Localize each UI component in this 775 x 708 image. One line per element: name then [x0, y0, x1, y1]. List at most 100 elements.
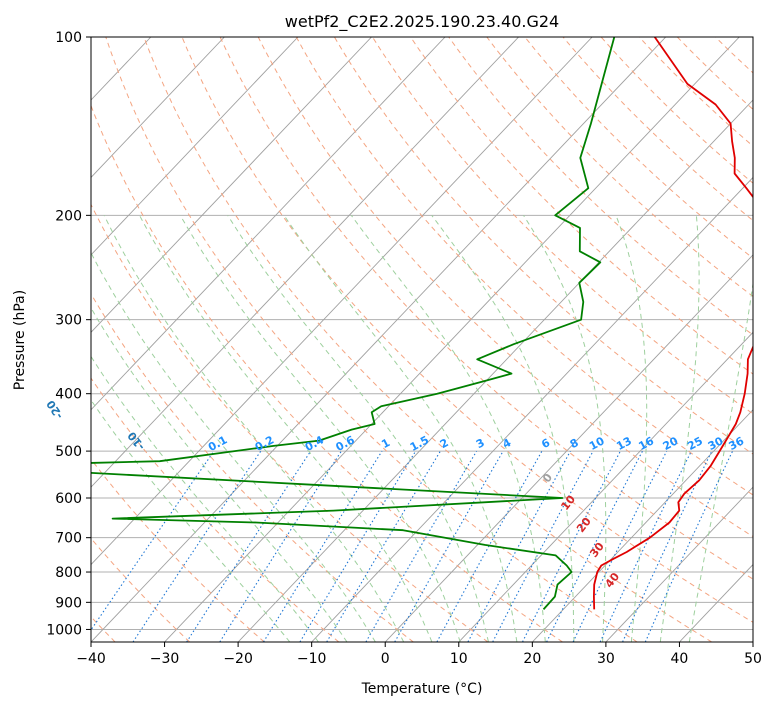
isotherm: [91, 37, 593, 566]
x-tick-label: 30: [597, 651, 615, 667]
reference-line-label: 6: [539, 436, 552, 451]
mixing-ratio-line: [599, 450, 692, 642]
reference-line-label: 30: [587, 540, 607, 560]
moist-adiabat: [350, 215, 546, 642]
dry-adiabat: [715, 37, 753, 74]
y-axis-title: Pressure (hPa): [12, 290, 28, 390]
isotherm: [91, 37, 225, 179]
moist-adiabat: [103, 215, 405, 642]
isotherm: [384, 254, 753, 642]
reference-labels: -100-90-80-70-60-50-40-30-20-10010203040…: [44, 397, 747, 590]
dry-adiabat: [91, 458, 265, 642]
dry-adiabat: [91, 292, 414, 642]
x-tick-label: −40: [76, 651, 106, 667]
dry-adiabat: [91, 537, 191, 642]
reference-line-label: 4: [500, 436, 513, 451]
isotherm: [752, 641, 753, 642]
x-axis-title: Temperature (°C): [361, 681, 483, 697]
y-tick-label: 100: [55, 30, 82, 46]
moist-adiabat: [688, 280, 753, 642]
mixing-ratio-line: [467, 450, 571, 642]
chart-title: wetPf2_C2E2.2025.190.23.40.G24: [285, 12, 559, 32]
mixing-ratio-line: [436, 450, 543, 642]
dry-adiabat: [91, 203, 489, 642]
reference-line-label: 16: [636, 434, 656, 453]
dry-adiabat: [333, 37, 753, 455]
y-tick-label: 200: [55, 208, 82, 224]
y-tick-label: 700: [55, 531, 82, 547]
dry-adiabat: [295, 37, 753, 496]
y-tick-label: 400: [55, 387, 82, 403]
x-tick-label: 50: [744, 651, 762, 667]
dry-adiabat: [105, 37, 638, 642]
isotherm: [91, 37, 372, 333]
x-tick-label: −20: [223, 651, 253, 667]
moist-adiabat: [139, 215, 433, 642]
isotherm: [91, 37, 667, 642]
reference-line-label: 1: [379, 436, 392, 451]
x-tick-label: −10: [297, 651, 327, 667]
mixing-ratio-line: [219, 450, 342, 642]
reference-line-label: 3: [474, 436, 487, 451]
x-tick-label: −30: [150, 651, 180, 667]
y-tick-label: 900: [55, 595, 82, 611]
y-tick-label: 1000: [46, 622, 82, 638]
moist-adiabat: [615, 215, 648, 642]
moist-adiabat: [91, 355, 319, 642]
reference-lines: [91, 37, 775, 642]
reference-line-label: 10: [587, 434, 607, 453]
moist-adiabat: [227, 215, 489, 642]
mixing-ratio-line: [546, 450, 643, 642]
series-layer: [91, 37, 753, 610]
dry-adiabat: [638, 37, 753, 147]
x-tick-label: 20: [523, 651, 541, 667]
dry-adiabat: [219, 37, 753, 580]
temperature-profile: [593, 37, 753, 610]
isotherm: [605, 486, 753, 642]
moist-adiabat: [659, 215, 700, 642]
mixing-ratio-line: [644, 450, 734, 642]
mixing-ratio-line: [572, 450, 668, 642]
moist-adiabat: [523, 215, 607, 642]
isotherm: [458, 331, 753, 642]
dry-adiabat: [181, 37, 753, 623]
moist-adiabat: [431, 215, 575, 642]
mixing-ratio-line: [522, 450, 621, 642]
moist-adiabat: [91, 251, 376, 642]
dry-adiabat: [754, 37, 775, 642]
dry-adiabat: [448, 37, 753, 336]
x-tick-label: 40: [671, 651, 689, 667]
isotherm: [91, 37, 446, 411]
isotherm: [532, 409, 753, 642]
mixing-ratio-line: [132, 450, 262, 642]
mixing-ratio-line: [326, 450, 441, 642]
mixing-ratio-line: [365, 450, 478, 642]
isotherm: [311, 176, 753, 642]
reference-line-label: 13: [614, 434, 634, 453]
mixing-ratio-line: [394, 450, 504, 642]
moist-adiabat: [283, 215, 518, 642]
mixing-ratio-line: [299, 450, 417, 642]
moist-adiabat: [91, 399, 291, 642]
y-tick-label: 600: [55, 491, 82, 507]
dewpoint-profile: [91, 37, 616, 610]
mixing-ratio-line: [186, 450, 312, 642]
dry-adiabat: [524, 37, 753, 259]
dry-adiabat: [143, 37, 713, 642]
x-tick-label: 10: [450, 651, 468, 667]
reference-line-label: 30: [706, 434, 726, 453]
y-tick-label: 300: [55, 313, 82, 329]
isotherm: [91, 37, 299, 256]
axis-ticks: −40 −30 −20 −10 0 10 20 30 40 50 100 200 300 400 500 60…: [46, 30, 762, 667]
isotherm: [164, 37, 740, 642]
plot-frame: [90, 36, 754, 643]
moist-adiabat: [91, 307, 348, 642]
dry-adiabat: [91, 104, 563, 642]
y-tick-label: 800: [55, 565, 82, 581]
isotherm: [91, 37, 519, 488]
dry-adiabat: [91, 377, 340, 642]
dry-adiabat: [257, 37, 753, 538]
y-tick-label: 500: [55, 444, 82, 460]
moist-adiabat: [179, 215, 461, 642]
